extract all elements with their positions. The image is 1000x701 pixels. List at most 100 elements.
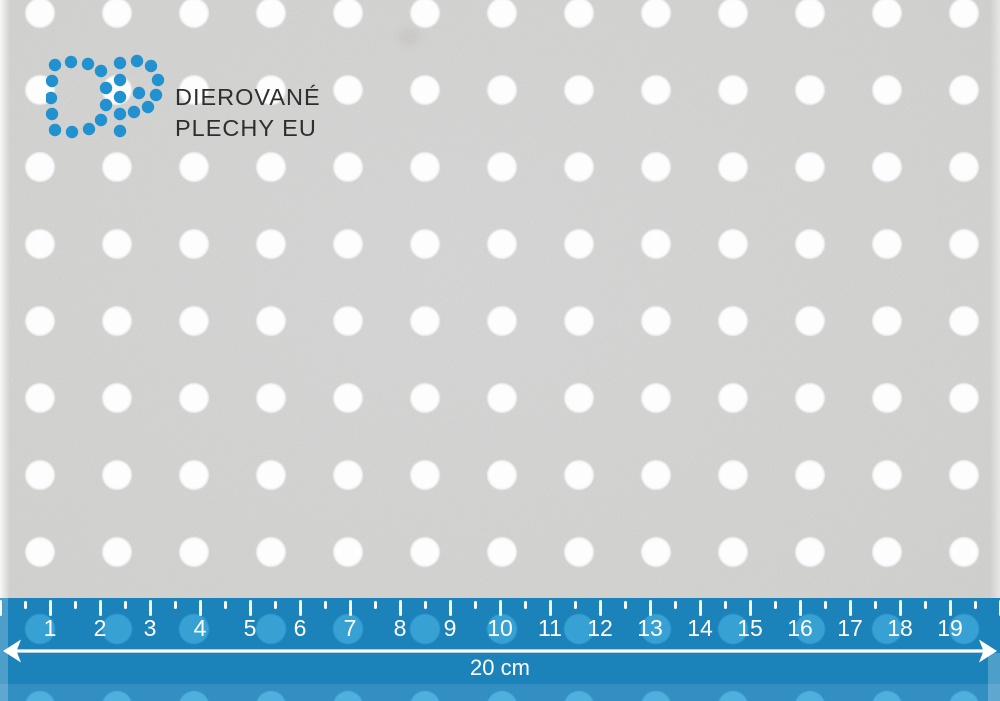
hole [333, 383, 363, 413]
tick-minor [673, 601, 677, 609]
logo-dot [65, 125, 79, 139]
hole [949, 383, 979, 413]
hole [179, 152, 209, 182]
hole-under-ruler [564, 691, 594, 701]
hole [256, 0, 286, 28]
hole [564, 152, 594, 182]
hole [795, 152, 825, 182]
hole [487, 537, 517, 567]
hole [872, 537, 902, 567]
sheet-right-edge [990, 0, 1000, 684]
logo-dot [46, 107, 59, 121]
logo-dot [99, 81, 113, 95]
hole-under-ruler [641, 691, 671, 701]
hole [949, 229, 979, 259]
tick-minor [423, 601, 427, 609]
ruler-number: 13 [637, 615, 663, 641]
tick-minor [523, 601, 527, 609]
hole [718, 229, 748, 259]
hole [102, 152, 132, 182]
logo-dot [46, 74, 59, 88]
hole-under-ruler [410, 691, 440, 701]
hole [718, 75, 748, 105]
measuring-ruler: 1 2 3 4 5 6 7 8 9 10 11 12 13 14 15 16 17 18 19 20 cm [0, 598, 1000, 701]
hole [949, 460, 979, 490]
hole [179, 383, 209, 413]
hole [256, 383, 286, 413]
hole [641, 152, 671, 182]
hole [949, 75, 979, 105]
hole [179, 229, 209, 259]
hole-under-ruler [718, 614, 748, 644]
ruler-number: 3 [143, 615, 157, 641]
ruler-number: 15 [737, 615, 763, 641]
hole [795, 229, 825, 259]
hole [179, 75, 209, 105]
tick-major [398, 600, 402, 616]
ruler-number: 16 [787, 615, 813, 641]
hole [564, 75, 594, 105]
hole [872, 460, 902, 490]
hole [102, 537, 132, 567]
logo-dot [149, 88, 163, 102]
hole-under-ruler [718, 691, 748, 701]
hole [795, 537, 825, 567]
tick-major [548, 600, 552, 616]
hole [410, 152, 440, 182]
hole [949, 537, 979, 567]
hole [564, 383, 594, 413]
hole [25, 0, 55, 28]
hole [102, 0, 132, 28]
tick-minor [873, 601, 877, 609]
tick-major [598, 600, 602, 616]
hole [718, 383, 748, 413]
hole [179, 460, 209, 490]
logo-dot [151, 73, 165, 87]
hole [256, 75, 286, 105]
hole-under-ruler [949, 614, 979, 644]
hole [872, 75, 902, 105]
tick-major [148, 600, 152, 616]
ruler-number: 8 [393, 615, 407, 641]
hole [333, 0, 363, 28]
hole [718, 537, 748, 567]
hole [564, 229, 594, 259]
hole [487, 306, 517, 336]
tick-minor [973, 601, 977, 609]
hole [410, 306, 440, 336]
logo-dot [113, 107, 127, 121]
ruler-number: 14 [687, 615, 713, 641]
sheet-left-edge [0, 0, 10, 684]
tick-minor [723, 601, 727, 609]
hole [102, 460, 132, 490]
hole [256, 460, 286, 490]
hole [333, 75, 363, 105]
hole [795, 460, 825, 490]
logo-dot [127, 105, 141, 119]
hole [410, 383, 440, 413]
hole [641, 383, 671, 413]
hole [564, 306, 594, 336]
hole [564, 537, 594, 567]
hole [333, 152, 363, 182]
logo-dot [94, 64, 108, 78]
hole-under-ruler [949, 691, 979, 701]
hole [25, 537, 55, 567]
hole-under-ruler [256, 691, 286, 701]
hole [410, 75, 440, 105]
hole [872, 0, 902, 28]
hole [872, 306, 902, 336]
logo-dot [144, 59, 158, 73]
logo-dot [99, 98, 113, 112]
hole-under-ruler [333, 691, 363, 701]
tick-minor [573, 601, 577, 609]
tick-minor [273, 601, 277, 609]
ruler-number: 6 [293, 615, 307, 641]
brand-name-line2: PLECHY EU [175, 115, 317, 141]
brand-name-line1: DIEROVANÉ [175, 84, 321, 110]
ruler-number: 17 [837, 615, 863, 641]
hole-under-ruler [102, 614, 132, 644]
ruler-number: 4 [193, 615, 207, 641]
hole [25, 229, 55, 259]
tick-major [298, 600, 302, 616]
